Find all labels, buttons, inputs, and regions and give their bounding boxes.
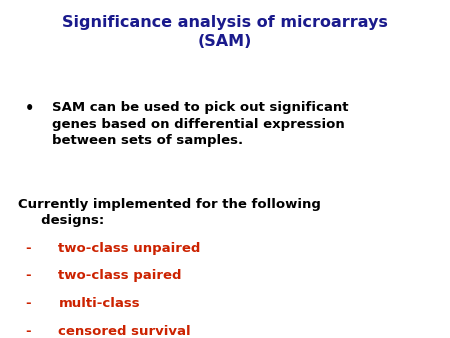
Text: -: -	[25, 242, 31, 255]
Text: Currently implemented for the following
     designs:: Currently implemented for the following …	[18, 198, 321, 227]
Text: -: -	[25, 325, 31, 338]
Text: Significance analysis of microarrays
(SAM): Significance analysis of microarrays (SA…	[62, 15, 388, 49]
Text: •: •	[25, 101, 34, 116]
Text: two-class unpaired: two-class unpaired	[58, 242, 201, 255]
Text: two-class paired: two-class paired	[58, 269, 182, 282]
Text: SAM can be used to pick out significant
genes based on differential expression
b: SAM can be used to pick out significant …	[52, 101, 348, 147]
Text: censored survival: censored survival	[58, 325, 191, 338]
Text: -: -	[25, 269, 31, 282]
Text: multi-class: multi-class	[58, 297, 140, 310]
Text: -: -	[25, 297, 31, 310]
